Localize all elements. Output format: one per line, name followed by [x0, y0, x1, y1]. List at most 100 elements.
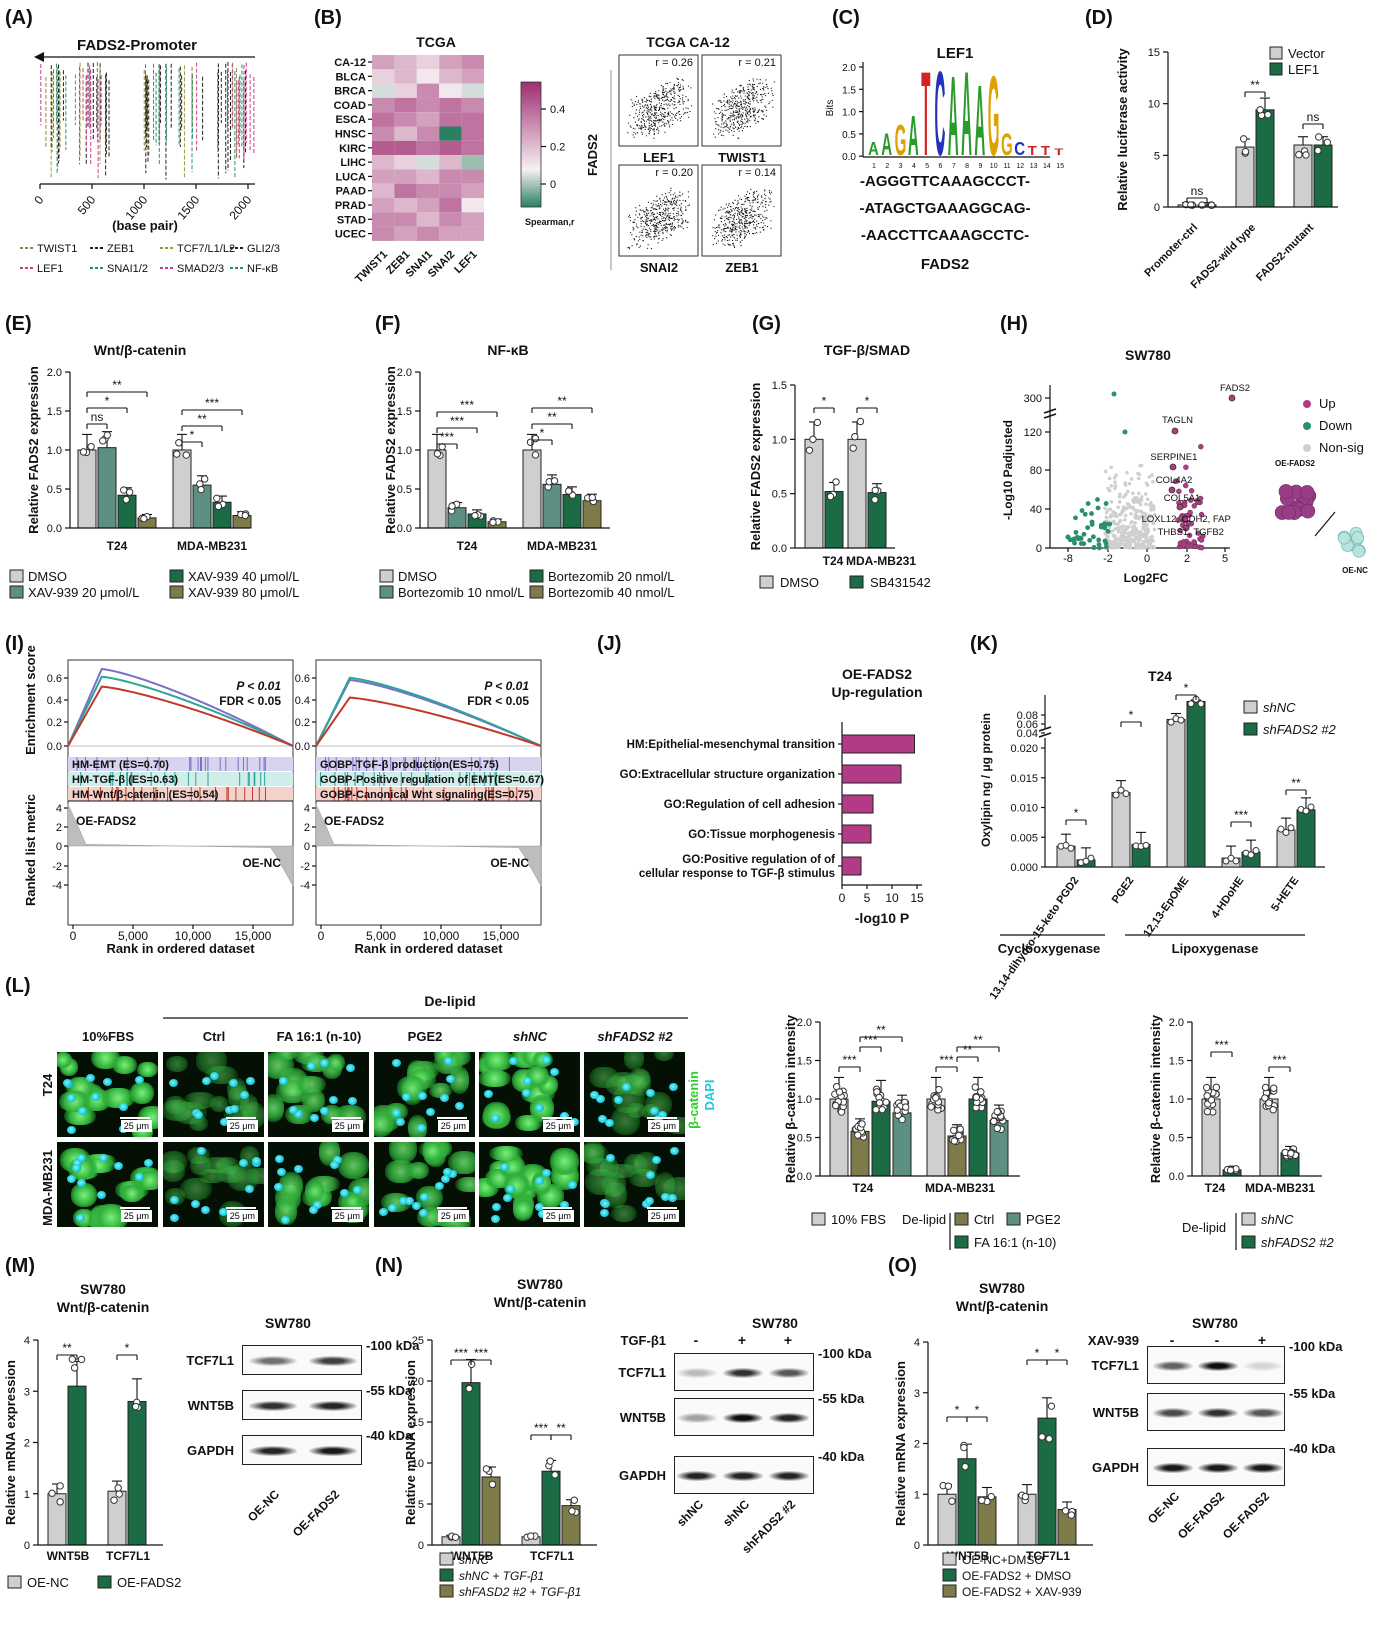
legend-swatch — [9, 585, 24, 599]
scatter-point — [744, 236, 746, 238]
promoter-title: FADS2-Promoter — [77, 37, 197, 54]
scatter-point — [668, 191, 670, 193]
scatter-point — [734, 117, 736, 119]
scatter-point — [686, 226, 688, 228]
scatter-point — [643, 211, 645, 213]
scatter-point — [636, 132, 638, 134]
volcano-point-nonsig — [1139, 463, 1144, 468]
volcano-point-nonsig — [1152, 545, 1157, 550]
cell-cytoplasm — [201, 1156, 234, 1173]
scatter-point — [751, 232, 754, 235]
heatmap-cell — [461, 155, 484, 170]
bar — [841, 856, 862, 876]
scatter-point — [670, 92, 672, 94]
scatter-point — [670, 234, 673, 237]
y-tick-label: 4 — [304, 803, 310, 815]
scatter-point — [668, 219, 671, 222]
cell-nucleus — [412, 1201, 422, 1210]
heatmap-cell — [372, 83, 395, 98]
bar — [1296, 809, 1316, 868]
scatter-point — [719, 100, 721, 102]
volcano-point-down — [1085, 525, 1091, 531]
panel-letter: (O) — [888, 1255, 917, 1277]
volcano-point-down — [1096, 542, 1102, 547]
scatter-point — [652, 223, 654, 226]
y-tick-label: 0.0 — [772, 543, 787, 555]
scatter-point — [754, 227, 756, 229]
cell-cytoplasm — [586, 1157, 614, 1177]
scatter-point — [645, 234, 647, 236]
volcano-point-nonsig — [1147, 519, 1152, 523]
y-tick-label: 0 — [1036, 543, 1042, 555]
scatter-point — [756, 196, 759, 198]
scatter-point — [738, 113, 741, 115]
gene-label: COL4A2 — [1156, 475, 1192, 486]
scatter-point — [733, 124, 735, 127]
scatter-point — [640, 223, 642, 225]
legend-label: shNC — [1261, 1212, 1294, 1227]
cell-nucleus — [76, 1154, 86, 1163]
cell-nucleus — [319, 1059, 329, 1068]
scatter-point — [750, 216, 752, 218]
legend-label: LEF1 — [1288, 62, 1319, 77]
scatter-point — [676, 204, 678, 206]
cell-nucleus — [559, 1201, 569, 1210]
scatter-point — [671, 89, 673, 91]
blot-strip — [674, 1456, 814, 1494]
position-label: 11 — [1003, 163, 1010, 170]
scatter-point — [672, 227, 674, 230]
scatter-point — [753, 100, 755, 102]
x-tick-label: Promoter-ctrl — [1142, 222, 1200, 280]
scatter-point — [653, 200, 655, 202]
y-axis-label: -Log10 Padjusted — [1001, 420, 1015, 520]
panel-subtitle: Up-regulation — [832, 684, 923, 700]
data-point — [955, 1131, 963, 1140]
y-tick-label: 15 — [412, 1417, 424, 1429]
scatter-point — [723, 104, 725, 107]
data-point — [241, 511, 249, 520]
scatter-point — [649, 222, 652, 224]
scatter-point — [717, 100, 720, 102]
scatter-point — [712, 235, 714, 237]
scatter-point — [744, 215, 747, 217]
scatter-point — [650, 219, 652, 221]
scatter-point — [729, 216, 731, 218]
data-point — [972, 1093, 981, 1102]
scatter-point — [670, 187, 672, 189]
volcano-point-nonsig — [1144, 536, 1148, 540]
scatter-point — [632, 127, 634, 129]
y-tick-label: 0.0 — [1169, 1171, 1184, 1183]
scatter-point — [673, 116, 676, 118]
scatter-point — [732, 217, 734, 219]
panel-letter: (E) — [5, 313, 32, 335]
scatter-point — [741, 124, 743, 126]
scatter-point — [635, 133, 637, 135]
scatter-point — [741, 230, 743, 232]
data-point — [1067, 844, 1075, 852]
scatter-point — [749, 222, 751, 225]
scatter-point — [642, 118, 644, 120]
scatter-point — [641, 118, 643, 120]
scatter-point — [752, 202, 754, 204]
data-point — [1287, 824, 1295, 832]
term-label: HM:Epithelial-mesenchymal transition — [627, 739, 835, 751]
scatter-point — [732, 127, 734, 129]
scatter-point — [734, 207, 737, 209]
scatter-point — [659, 214, 662, 216]
logo-letter: T — [1028, 143, 1038, 158]
scatter-point — [680, 206, 682, 208]
legend-swatch — [849, 575, 864, 589]
scatter-point — [678, 214, 680, 216]
scatter-point — [737, 213, 739, 215]
sig-label: * — [975, 1403, 980, 1417]
scatter-point — [749, 109, 751, 111]
x-axis-label: Rank in ordered dataset — [354, 941, 503, 956]
scatter-point — [736, 128, 738, 130]
data-point — [115, 1490, 123, 1498]
scatter-point — [643, 221, 645, 223]
scatter-point — [732, 100, 734, 102]
heatmap-cell — [461, 183, 484, 198]
scatter-point — [639, 125, 641, 127]
scatter-point — [762, 226, 764, 228]
cell-cluster — [1337, 531, 1351, 545]
